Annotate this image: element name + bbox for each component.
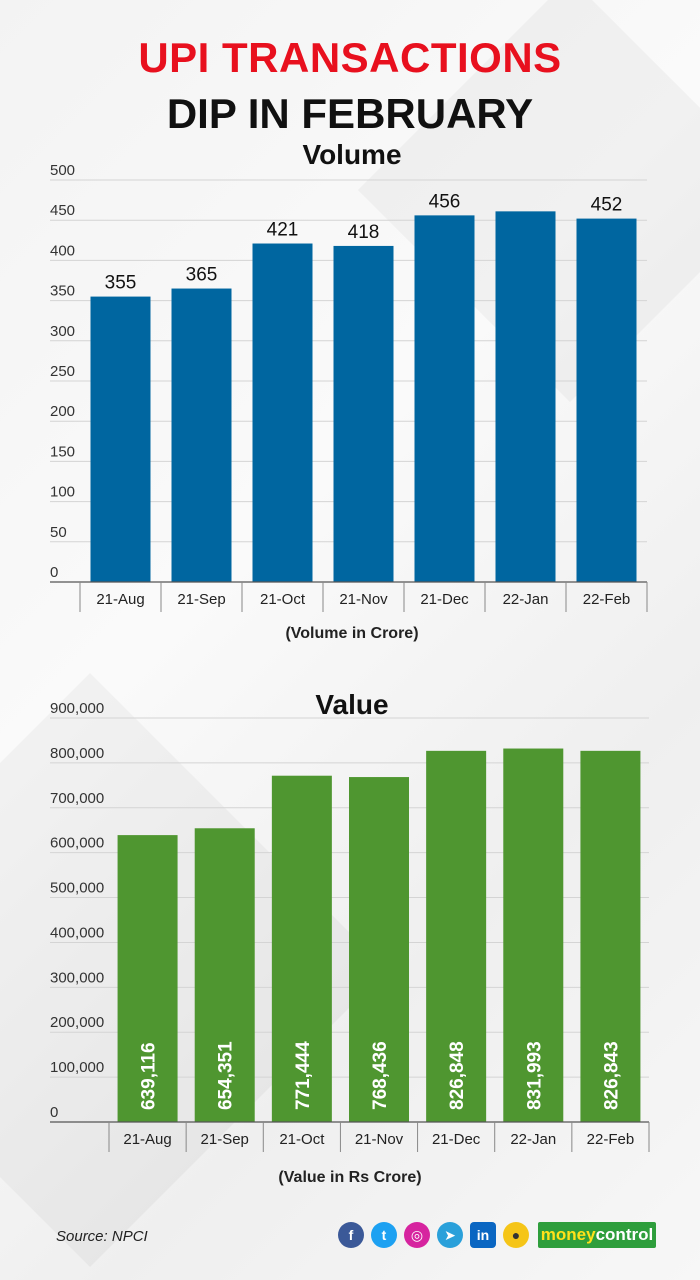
- bar: [414, 215, 475, 582]
- y-tick-label: 0: [50, 564, 58, 581]
- bar-data-label: 654,351: [216, 1041, 237, 1110]
- x-tick-label: 21-Dec: [420, 591, 469, 608]
- x-tick-label: 22-Jan: [510, 1131, 556, 1148]
- y-tick-label: 50: [50, 524, 67, 541]
- facebook-icon[interactable]: f: [338, 1222, 364, 1248]
- bar-data-label: 831,993: [524, 1041, 545, 1110]
- bar: [503, 748, 564, 1122]
- bar-data-label: 456: [429, 191, 461, 212]
- y-tick-label: 900,000: [50, 700, 104, 717]
- x-tick-label: 22-Feb: [583, 591, 631, 608]
- chart-subtitle: Volume: [302, 139, 401, 170]
- bar: [426, 750, 487, 1122]
- y-tick-label: 150: [50, 443, 75, 460]
- chart-title-line1: UPI TRANSACTIONS: [138, 34, 562, 81]
- y-tick-label: 300,000: [50, 969, 104, 986]
- bar: [90, 296, 151, 582]
- volume-chart: Volume 0 50 100 150 200 250 300 350 400 450 500 35…: [50, 139, 648, 642]
- chart-subtitle: Value: [315, 689, 388, 720]
- bar: [495, 211, 556, 582]
- bar: [333, 245, 394, 582]
- bar-data-label: 639,116: [139, 1042, 160, 1110]
- x-tick-label: 22-Jan: [503, 591, 549, 608]
- bar-data-label: 421: [267, 220, 299, 241]
- instagram-icon[interactable]: ◎: [404, 1222, 430, 1248]
- y-tick-label: 350: [50, 283, 75, 300]
- bar-data-label: 452: [591, 195, 623, 216]
- bar: [576, 218, 637, 582]
- x-tick-label: 21-Dec: [432, 1131, 481, 1148]
- y-tick-label: 0: [50, 1104, 58, 1121]
- bar: [271, 775, 332, 1122]
- bar-data-label: 355: [105, 273, 137, 294]
- y-tick-label: 200,000: [50, 1014, 104, 1031]
- bar-data-label: 365: [186, 265, 218, 286]
- koo-icon[interactable]: ●: [503, 1222, 529, 1248]
- y-tick-label: 800,000: [50, 745, 104, 762]
- bar: [580, 750, 641, 1122]
- y-tick-label: 500,000: [50, 880, 104, 897]
- x-tick-label: 21-Oct: [260, 591, 306, 608]
- bar: [349, 777, 409, 1122]
- y-tick-label: 500: [50, 162, 75, 179]
- x-tick-label: 21-Nov: [339, 591, 388, 608]
- y-tick-label: 300: [50, 323, 75, 340]
- y-tick-label: 100,000: [50, 1059, 104, 1076]
- x-tick-label: 21-Aug: [96, 591, 144, 608]
- x-axis-title: (Volume in Crore): [285, 625, 418, 642]
- y-tick-label: 250: [50, 363, 75, 380]
- linkedin-icon[interactable]: in: [470, 1222, 496, 1248]
- y-tick-label: 600,000: [50, 835, 104, 852]
- bar-data-label: 826,848: [447, 1041, 468, 1110]
- moneycontrol-logo: moneycontrol: [538, 1222, 656, 1248]
- chart-title-line2: DIP IN FEBRUARY: [166, 90, 534, 137]
- bar-data-label: 768,436: [370, 1041, 391, 1110]
- bar-data-label: 418: [348, 222, 380, 243]
- y-tick-label: 100: [50, 484, 75, 501]
- x-tick-label: 22-Feb: [587, 1131, 635, 1148]
- bar: [117, 835, 178, 1122]
- y-tick-label: 400,000: [50, 924, 104, 941]
- twitter-icon[interactable]: t: [371, 1222, 397, 1248]
- x-tick-label: 21-Oct: [279, 1131, 325, 1148]
- source-note: Source: NPCI: [56, 1228, 148, 1245]
- bar-data-label: 771,444: [293, 1041, 314, 1110]
- x-tick-label: 21-Sep: [201, 1131, 249, 1148]
- y-tick-label: 400: [50, 242, 75, 259]
- bar: [194, 828, 255, 1122]
- bar-data-label: 826,843: [601, 1041, 622, 1110]
- bar: [252, 243, 313, 582]
- value-chart: Value 0 100,000 200,000 300,000 400,000 500,0…: [50, 689, 650, 1186]
- x-tick-label: 21-Sep: [177, 591, 225, 608]
- bar: [171, 288, 232, 582]
- x-axis-title: (Value in Rs Crore): [278, 1169, 421, 1186]
- x-tick-label: 21-Nov: [355, 1131, 404, 1148]
- y-tick-label: 700,000: [50, 790, 104, 807]
- x-tick-label: 21-Aug: [123, 1131, 171, 1148]
- y-tick-label: 200: [50, 403, 75, 420]
- y-tick-label: 450: [50, 202, 75, 219]
- telegram-icon[interactable]: ➤: [437, 1222, 463, 1248]
